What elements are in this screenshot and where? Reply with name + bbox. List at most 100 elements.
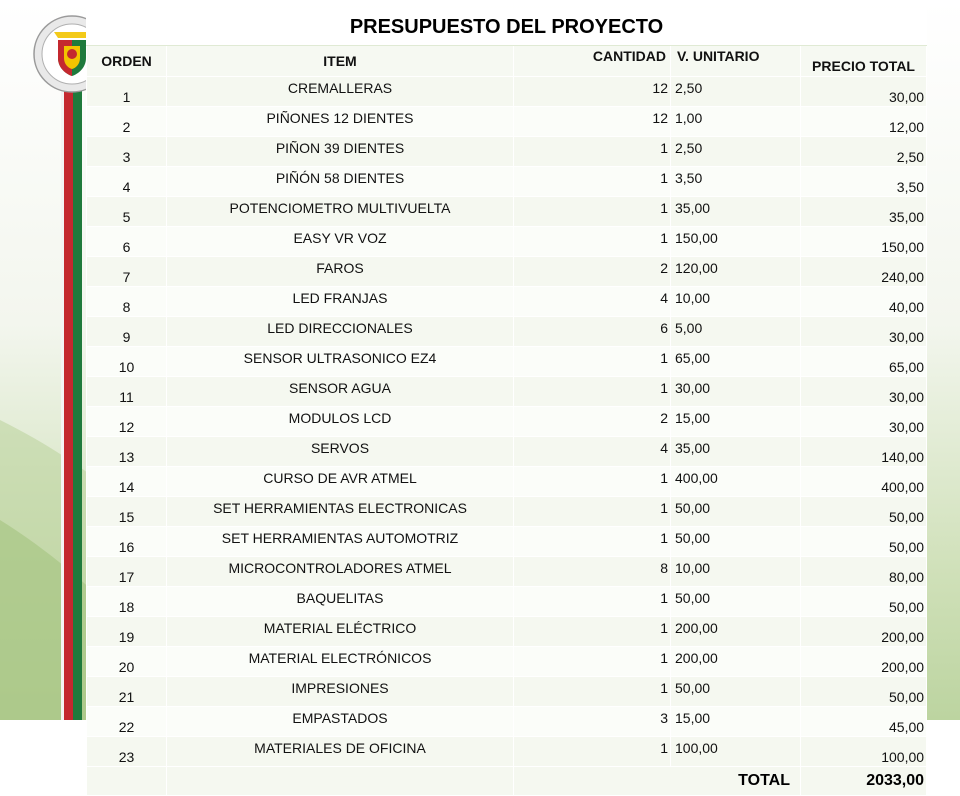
cell-cantidad: 4	[513, 436, 671, 467]
cell-item: POTENCIOMETRO MULTIVUELTA	[166, 196, 514, 227]
cell-item: SET HERRAMIENTAS AUTOMOTRIZ	[166, 526, 514, 557]
cell-precio-total: 2,50	[799, 136, 928, 167]
cell-item: SERVOS	[166, 436, 514, 467]
cell-item: CURSO DE AVR ATMEL	[166, 466, 514, 497]
table-row: 15 SET HERRAMIENTAS ELECTRONICAS 1 50,00 50,…	[86, 496, 928, 527]
cell-orden: 21	[86, 676, 167, 707]
cell-item: LED FRANJAS	[166, 286, 514, 317]
cell-orden: 3	[86, 136, 167, 167]
cell-unitario: 1,00	[670, 106, 801, 137]
cell-unitario: 30,00	[670, 376, 801, 407]
table-row: 17 MICROCONTROLADORES ATMEL 8 10,00 80,00	[86, 556, 928, 587]
cell-precio-total: 200,00	[799, 646, 928, 677]
cell-item: MATERIAL ELECTRÓNICOS	[166, 646, 514, 677]
cell-orden: 5	[86, 196, 167, 227]
cell-unitario: 35,00	[670, 436, 801, 467]
total-empty-cell	[166, 766, 514, 796]
cell-item: CREMALLERAS	[166, 76, 514, 107]
cell-unitario: 10,00	[670, 286, 801, 317]
cell-precio-total: 50,00	[799, 586, 928, 617]
cell-item: SET HERRAMIENTAS ELECTRONICAS	[166, 496, 514, 527]
cell-unitario: 50,00	[670, 676, 801, 707]
cell-precio-total: 50,00	[799, 496, 928, 527]
cell-precio-total: 50,00	[799, 676, 928, 707]
table-row: 11 SENSOR AGUA 1 30,00 30,00	[86, 376, 928, 407]
table-title: PRESUPUESTO DEL PROYECTO	[85, 8, 928, 46]
cell-precio-total: 100,00	[799, 736, 928, 767]
cell-unitario: 400,00	[670, 466, 801, 497]
cell-unitario: 15,00	[670, 406, 801, 437]
cell-item: MATERIALES DE OFICINA	[166, 736, 514, 767]
stripe-green	[73, 82, 82, 720]
cell-orden: 23	[86, 736, 167, 767]
header-unitario: V. UNITARIO	[670, 45, 801, 77]
table-row: 20 MATERIAL ELECTRÓNICOS 1 200,00 200,00	[86, 646, 928, 677]
cell-precio-total: 30,00	[799, 76, 928, 107]
cell-orden: 8	[86, 286, 167, 317]
table-total-row: TOTAL 2033,00	[86, 766, 928, 796]
cell-orden: 12	[86, 406, 167, 437]
cell-precio-total: 3,50	[799, 166, 928, 197]
cell-orden: 9	[86, 316, 167, 347]
cell-cantidad: 1	[513, 376, 671, 407]
cell-cantidad: 1	[513, 166, 671, 197]
header-precio-total: PRECIO TOTAL	[799, 45, 928, 77]
stripe-white	[61, 82, 64, 720]
cell-precio-total: 12,00	[799, 106, 928, 137]
cell-precio-total: 80,00	[799, 556, 928, 587]
cell-orden: 4	[86, 166, 167, 197]
cell-cantidad: 3	[513, 706, 671, 737]
cell-precio-total: 65,00	[799, 346, 928, 377]
cell-cantidad: 12	[513, 106, 671, 137]
cell-cantidad: 1	[513, 226, 671, 257]
cell-orden: 14	[86, 466, 167, 497]
cell-orden: 10	[86, 346, 167, 377]
cell-orden: 18	[86, 586, 167, 617]
table-row: 2 PIÑONES 12 DIENTES 12 1,00 12,00	[86, 106, 928, 137]
cell-cantidad: 8	[513, 556, 671, 587]
cell-orden: 19	[86, 616, 167, 647]
cell-cantidad: 1	[513, 676, 671, 707]
cell-unitario: 50,00	[670, 496, 801, 527]
cell-item: MICROCONTROLADORES ATMEL	[166, 556, 514, 587]
cell-unitario: 15,00	[670, 706, 801, 737]
budget-table-container: PRESUPUESTO DEL PROYECTO ORDEN ITEM CANT…	[85, 8, 928, 796]
table-row: 21 IMPRESIONES 1 50,00 50,00	[86, 676, 928, 707]
table-row: 19 MATERIAL ELÉCTRICO 1 200,00 200,00	[86, 616, 928, 647]
cell-cantidad: 1	[513, 346, 671, 377]
table-row: 16 SET HERRAMIENTAS AUTOMOTRIZ 1 50,00 50,00	[86, 526, 928, 557]
cell-cantidad: 1	[513, 196, 671, 227]
cell-unitario: 100,00	[670, 736, 801, 767]
cell-item: IMPRESIONES	[166, 676, 514, 707]
cell-cantidad: 1	[513, 646, 671, 677]
table-body: 1 CREMALLERAS 12 2,50 30,00 2 PIÑONES 12 DIENT…	[86, 76, 928, 767]
cell-precio-total: 140,00	[799, 436, 928, 467]
cell-orden: 6	[86, 226, 167, 257]
cell-unitario: 35,00	[670, 196, 801, 227]
cell-cantidad: 1	[513, 586, 671, 617]
cell-cantidad: 4	[513, 286, 671, 317]
cell-unitario: 2,50	[670, 136, 801, 167]
cell-orden: 7	[86, 256, 167, 287]
cell-unitario: 150,00	[670, 226, 801, 257]
table-row: 23 MATERIALES DE OFICINA 1 100,00 100,00	[86, 736, 928, 767]
cell-precio-total: 150,00	[799, 226, 928, 257]
cell-precio-total: 30,00	[799, 316, 928, 347]
cell-orden: 17	[86, 556, 167, 587]
cell-orden: 16	[86, 526, 167, 557]
budget-table: PRESUPUESTO DEL PROYECTO ORDEN ITEM CANT…	[85, 8, 928, 796]
cell-item: BAQUELITAS	[166, 586, 514, 617]
cell-item: PIÑÓN 58 DIENTES	[166, 166, 514, 197]
cell-orden: 2	[86, 106, 167, 137]
cell-unitario: 3,50	[670, 166, 801, 197]
cell-precio-total: 30,00	[799, 376, 928, 407]
stripe-red	[64, 82, 73, 720]
header-item: ITEM	[166, 45, 514, 77]
cell-item: PIÑON 39 DIENTES	[166, 136, 514, 167]
table-row: 14 CURSO DE AVR ATMEL 1 400,00 400,00	[86, 466, 928, 497]
table-row: 12 MODULOS LCD 2 15,00 30,00	[86, 406, 928, 437]
cell-cantidad: 1	[513, 736, 671, 767]
table-row: 8 LED FRANJAS 4 10,00 40,00	[86, 286, 928, 317]
cell-orden: 13	[86, 436, 167, 467]
table-row: 22 EMPASTADOS 3 15,00 45,00	[86, 706, 928, 737]
